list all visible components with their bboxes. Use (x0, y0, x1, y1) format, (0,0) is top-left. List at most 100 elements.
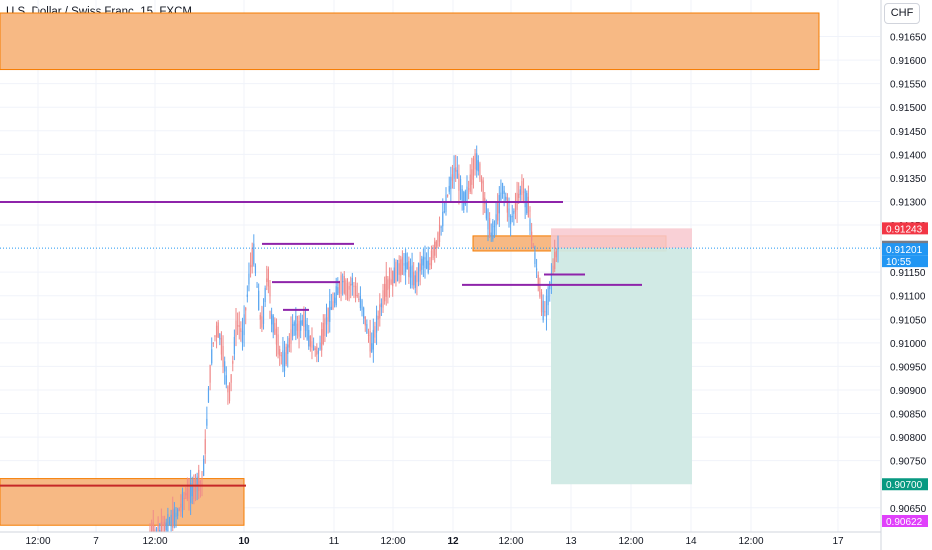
candle-body (196, 476, 198, 487)
candle-body (448, 185, 450, 192)
candle-body (482, 180, 484, 202)
candle-body (493, 226, 496, 228)
candle-body (212, 342, 214, 344)
candle-body (390, 279, 392, 284)
price-axis-label: 0.91201 (886, 245, 923, 256)
candle-body (185, 493, 187, 496)
candle-body (288, 338, 290, 348)
candle-body (451, 174, 454, 181)
candle-body (327, 307, 329, 322)
candle-body (367, 334, 370, 336)
candle-body (400, 259, 402, 276)
candle-body (317, 350, 320, 354)
candle-body (354, 285, 357, 297)
candle-body (413, 271, 415, 286)
candle-body (220, 337, 223, 355)
candle-body (469, 174, 471, 192)
candle-body (405, 253, 407, 273)
candle-body (312, 345, 315, 351)
candle-body (183, 497, 185, 499)
candle-body (293, 322, 295, 326)
candle-body (477, 160, 479, 172)
price-axis-tick-label: 0.91050 (890, 315, 927, 326)
price-axis-label: 0.90622 (886, 517, 923, 528)
candle-body (484, 197, 486, 204)
candle-body (540, 292, 543, 313)
candle-body (333, 297, 336, 304)
time-axis-tick-label: 17 (832, 536, 844, 547)
candle-body (155, 528, 158, 532)
candle-body (319, 342, 321, 350)
candle-body (545, 295, 548, 317)
candle-body (301, 320, 303, 325)
candle-body (487, 209, 489, 230)
candle-body (325, 317, 328, 325)
candle-body (392, 270, 394, 287)
candle-body (421, 258, 423, 270)
price-axis-tick-label: 0.90750 (890, 457, 927, 468)
candle-body (522, 191, 525, 193)
candle-body (248, 273, 250, 285)
price-axis-label: 0.90700 (886, 480, 923, 491)
candle-body (262, 306, 265, 324)
candle-body (398, 263, 400, 275)
candle-body (468, 188, 470, 190)
candle-body (385, 275, 387, 297)
candle-body (308, 329, 310, 347)
candle-body (152, 522, 154, 532)
candle-body (442, 211, 444, 227)
candle-body (186, 488, 188, 500)
candle-body (489, 218, 491, 237)
candle-body (256, 286, 258, 288)
candle-body (497, 203, 499, 221)
candle-body (203, 459, 205, 476)
candle-body (453, 168, 455, 179)
candle-body (330, 306, 332, 310)
candle-body (224, 361, 226, 372)
candle-body (459, 179, 462, 200)
candle-body (167, 514, 169, 532)
candle-body (193, 479, 195, 500)
price-axis-label-badge (882, 222, 928, 235)
candle-body (243, 314, 245, 336)
candle-body (440, 226, 442, 228)
candle-body (554, 252, 556, 269)
candle-body (542, 300, 544, 321)
candle-body (154, 529, 156, 532)
candle-body (500, 192, 502, 201)
candle-body (324, 318, 326, 336)
candle-body (309, 335, 311, 347)
candle-body (304, 320, 307, 331)
candle-body (388, 277, 391, 289)
candle-body (300, 320, 302, 331)
candle-body (230, 374, 232, 383)
position-target-zone (551, 248, 692, 485)
candle-body (535, 268, 538, 271)
time-axis-tick-label: 14 (685, 536, 697, 547)
candle-body (232, 361, 234, 364)
candle-body (544, 311, 546, 313)
candle-body (426, 260, 428, 269)
candle-body (526, 193, 528, 214)
time-axis-tick-label: 12:00 (25, 536, 50, 547)
time-axis-tick-label: 12:00 (738, 536, 763, 547)
candle-body (356, 294, 358, 297)
candle-body (322, 322, 324, 344)
candle-body (427, 260, 429, 273)
candle-body (508, 208, 510, 218)
time-axis-tick-label: 12 (447, 536, 459, 547)
candle-body (217, 322, 219, 338)
currency-selector-button[interactable]: CHF (884, 3, 920, 24)
candle-body (311, 341, 313, 348)
candle-body (417, 262, 420, 282)
candle-body (283, 352, 286, 372)
candle-body (251, 247, 253, 267)
candle-body (353, 285, 355, 288)
candle-body (271, 314, 273, 325)
candle-body (445, 194, 447, 213)
candle-body (364, 316, 366, 326)
candle-body (393, 267, 395, 284)
candle-body (395, 261, 397, 283)
candle-body (505, 196, 507, 200)
